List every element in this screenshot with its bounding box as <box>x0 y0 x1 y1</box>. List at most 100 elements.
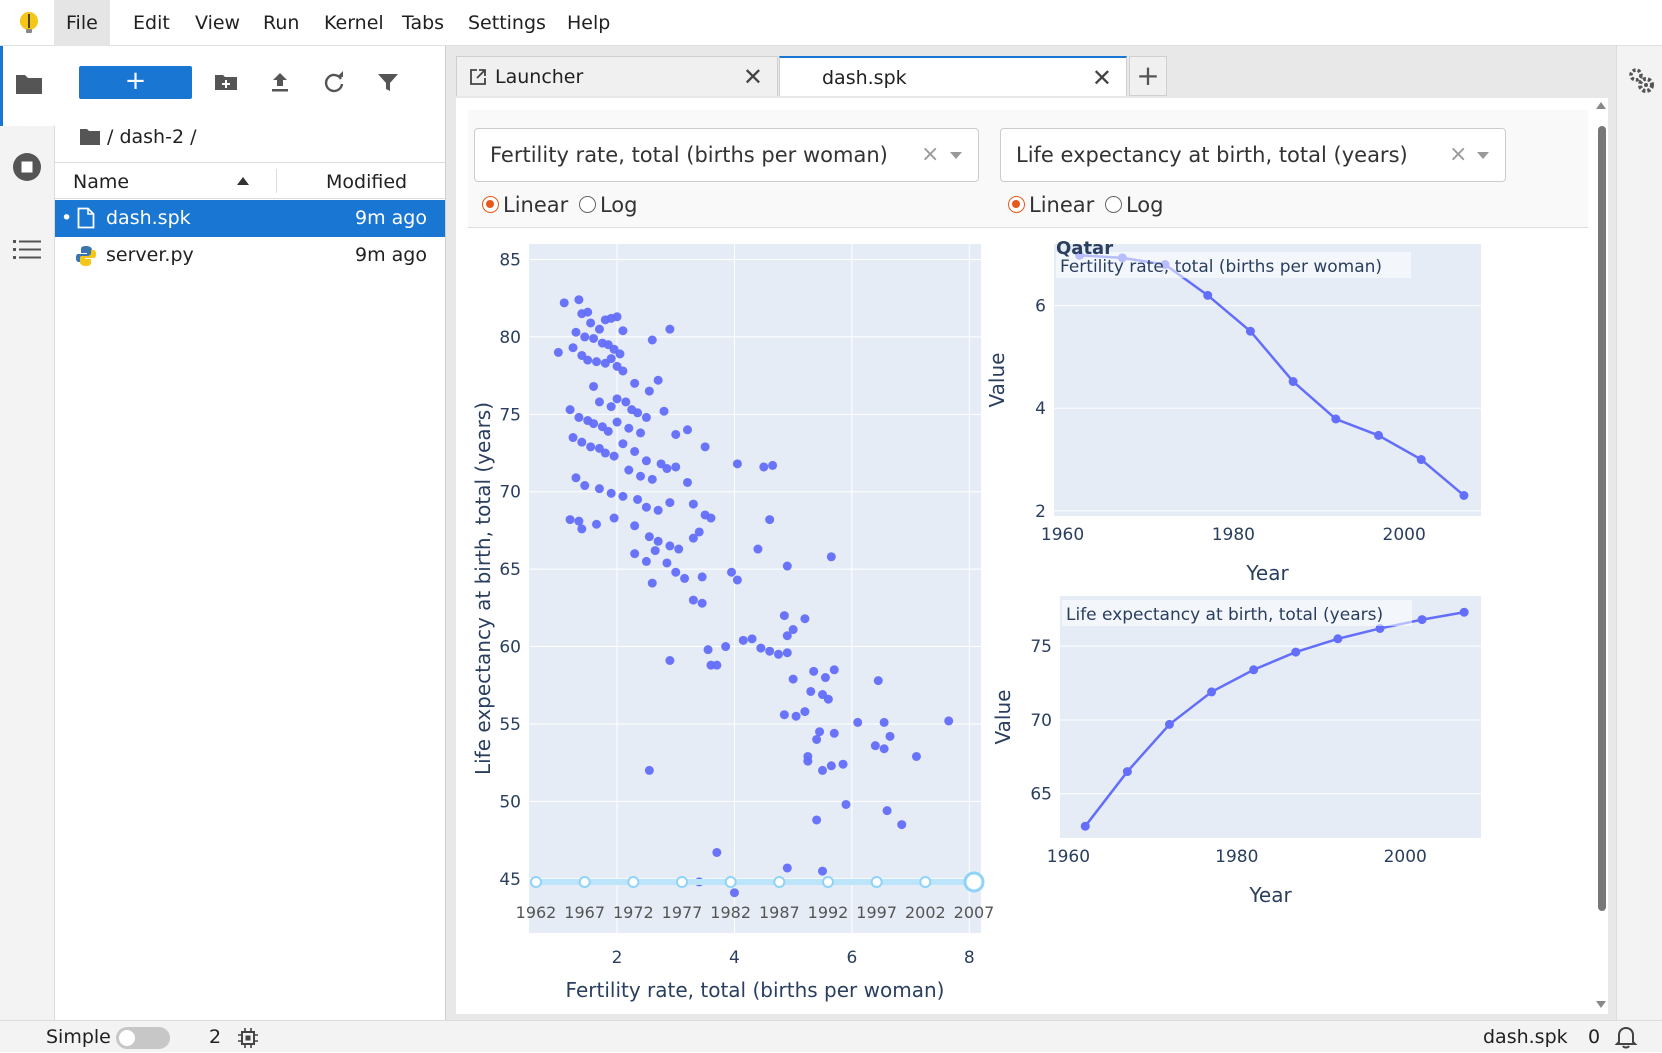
year-slider-dot[interactable] <box>676 876 688 888</box>
scatter-point[interactable] <box>574 516 584 526</box>
scatter-point[interactable] <box>818 765 828 775</box>
scatter-point[interactable] <box>721 642 731 652</box>
scatter-point[interactable] <box>636 428 646 438</box>
lifeexp-line-point[interactable] <box>1249 665 1259 675</box>
scatter-point[interactable] <box>633 408 643 418</box>
refresh-icon[interactable] <box>320 68 348 96</box>
scatter-point[interactable] <box>580 481 590 491</box>
scatter-point[interactable] <box>594 397 604 407</box>
scatter-point[interactable] <box>606 402 616 412</box>
scatter-point[interactable] <box>838 759 848 769</box>
scatter-point[interactable] <box>841 799 851 809</box>
scatter-point[interactable] <box>636 471 646 481</box>
scatter-point[interactable] <box>800 707 810 717</box>
scatter-point[interactable] <box>647 578 657 588</box>
scatter-point[interactable] <box>697 598 707 608</box>
column-name[interactable]: Name <box>73 171 130 193</box>
upload-icon[interactable] <box>266 68 294 96</box>
fertility-line-point[interactable] <box>1459 490 1469 500</box>
scatter-point[interactable] <box>885 731 895 741</box>
scatter-point[interactable] <box>659 406 669 416</box>
scatter-point[interactable] <box>647 474 657 484</box>
scatter-point[interactable] <box>688 533 698 543</box>
scatter-point[interactable] <box>641 412 651 422</box>
scatter-point[interactable] <box>712 660 722 670</box>
scatter-point[interactable] <box>782 631 792 641</box>
scatter-point[interactable] <box>703 645 713 655</box>
year-slider-handle[interactable] <box>963 871 985 893</box>
scatter-point[interactable] <box>779 611 789 621</box>
year-slider-dot[interactable] <box>724 876 737 888</box>
scatter-point[interactable] <box>641 456 651 466</box>
lifeexp-line-point[interactable] <box>1375 623 1385 633</box>
scatter-point[interactable] <box>624 423 634 433</box>
lifeexp-line-point[interactable] <box>1207 687 1217 697</box>
scroll-up-icon[interactable] <box>1595 100 1607 110</box>
scatter-point[interactable] <box>773 649 783 659</box>
scatter-point[interactable] <box>800 614 810 624</box>
scatter-point[interactable] <box>571 327 581 337</box>
scatter-point[interactable] <box>727 567 737 577</box>
scatter-point[interactable] <box>603 426 613 436</box>
scatter-point[interactable] <box>589 419 599 429</box>
yaxis-log-option[interactable]: Log <box>1104 193 1163 217</box>
scatter-point[interactable] <box>553 347 563 357</box>
scatter-point[interactable] <box>665 655 675 665</box>
scatter-point[interactable] <box>671 429 681 439</box>
scatter-point[interactable] <box>879 744 889 754</box>
scatter-point[interactable] <box>609 513 619 523</box>
scatter-point[interactable] <box>594 484 604 494</box>
scatter-point[interactable] <box>618 491 628 501</box>
scatter-point[interactable] <box>586 318 596 328</box>
scatter-point[interactable] <box>729 888 739 898</box>
scatter-point[interactable] <box>815 727 825 737</box>
fertility-line-point[interactable] <box>1416 455 1426 465</box>
column-divider[interactable] <box>276 169 277 193</box>
scatter-point[interactable] <box>791 711 801 721</box>
scatter-point[interactable] <box>694 527 704 537</box>
scatter-point[interactable] <box>809 666 819 676</box>
menu-help[interactable]: Help <box>567 12 611 34</box>
scatter-point[interactable] <box>633 494 643 504</box>
scatter-point[interactable] <box>706 513 716 523</box>
year-slider-dot[interactable] <box>773 876 786 888</box>
scatter-point[interactable] <box>571 473 581 483</box>
scatter-point[interactable] <box>574 412 584 422</box>
tab-dash-spk[interactable]: dash.spk ✕ <box>779 56 1127 96</box>
menu-tabs[interactable]: Tabs <box>402 12 445 34</box>
xaxis-column-dropdown[interactable]: Fertility rate, total (births per woman)… <box>474 128 979 182</box>
folder-icon[interactable] <box>79 127 101 146</box>
close-icon[interactable]: ✕ <box>742 63 763 91</box>
scatter-point[interactable] <box>853 717 863 727</box>
scatter-point[interactable] <box>826 761 836 771</box>
scatter-point[interactable] <box>653 536 663 546</box>
table-of-contents-icon[interactable] <box>13 238 41 262</box>
scatter-point[interactable] <box>662 558 672 568</box>
property-inspector-gears-icon[interactable] <box>1627 66 1655 96</box>
scatter-point[interactable] <box>911 751 921 761</box>
fertility-line-point[interactable] <box>1203 290 1213 300</box>
year-slider-dot[interactable] <box>822 876 834 888</box>
scatter-point[interactable] <box>829 665 839 675</box>
close-icon[interactable]: ✕ <box>1091 64 1112 92</box>
fertility-line-point[interactable] <box>1374 430 1384 440</box>
scatter-point[interactable] <box>644 386 654 396</box>
scatter-point[interactable] <box>788 674 798 684</box>
scatter-point[interactable] <box>944 716 954 726</box>
menu-run[interactable]: Run <box>263 12 300 34</box>
scatter-point[interactable] <box>882 806 892 816</box>
radio-checked-icon[interactable] <box>1008 196 1025 213</box>
xaxis-linear-option[interactable]: Linear <box>482 193 568 217</box>
scrollbar-thumb[interactable] <box>1598 126 1606 911</box>
new-folder-icon[interactable] <box>212 68 240 96</box>
scatter-point[interactable] <box>732 459 742 469</box>
scatter-point[interactable] <box>680 573 690 583</box>
scatter-point[interactable] <box>747 634 757 644</box>
scatter-point[interactable] <box>630 521 640 531</box>
fertility-line-point[interactable] <box>1331 414 1341 424</box>
tab-launcher[interactable]: Launcher ✕ <box>456 56 778 96</box>
scatter-point[interactable] <box>644 765 654 775</box>
scatter-point[interactable] <box>756 643 766 653</box>
scatter-point[interactable] <box>621 397 631 407</box>
menu-edit[interactable]: Edit <box>133 12 170 34</box>
